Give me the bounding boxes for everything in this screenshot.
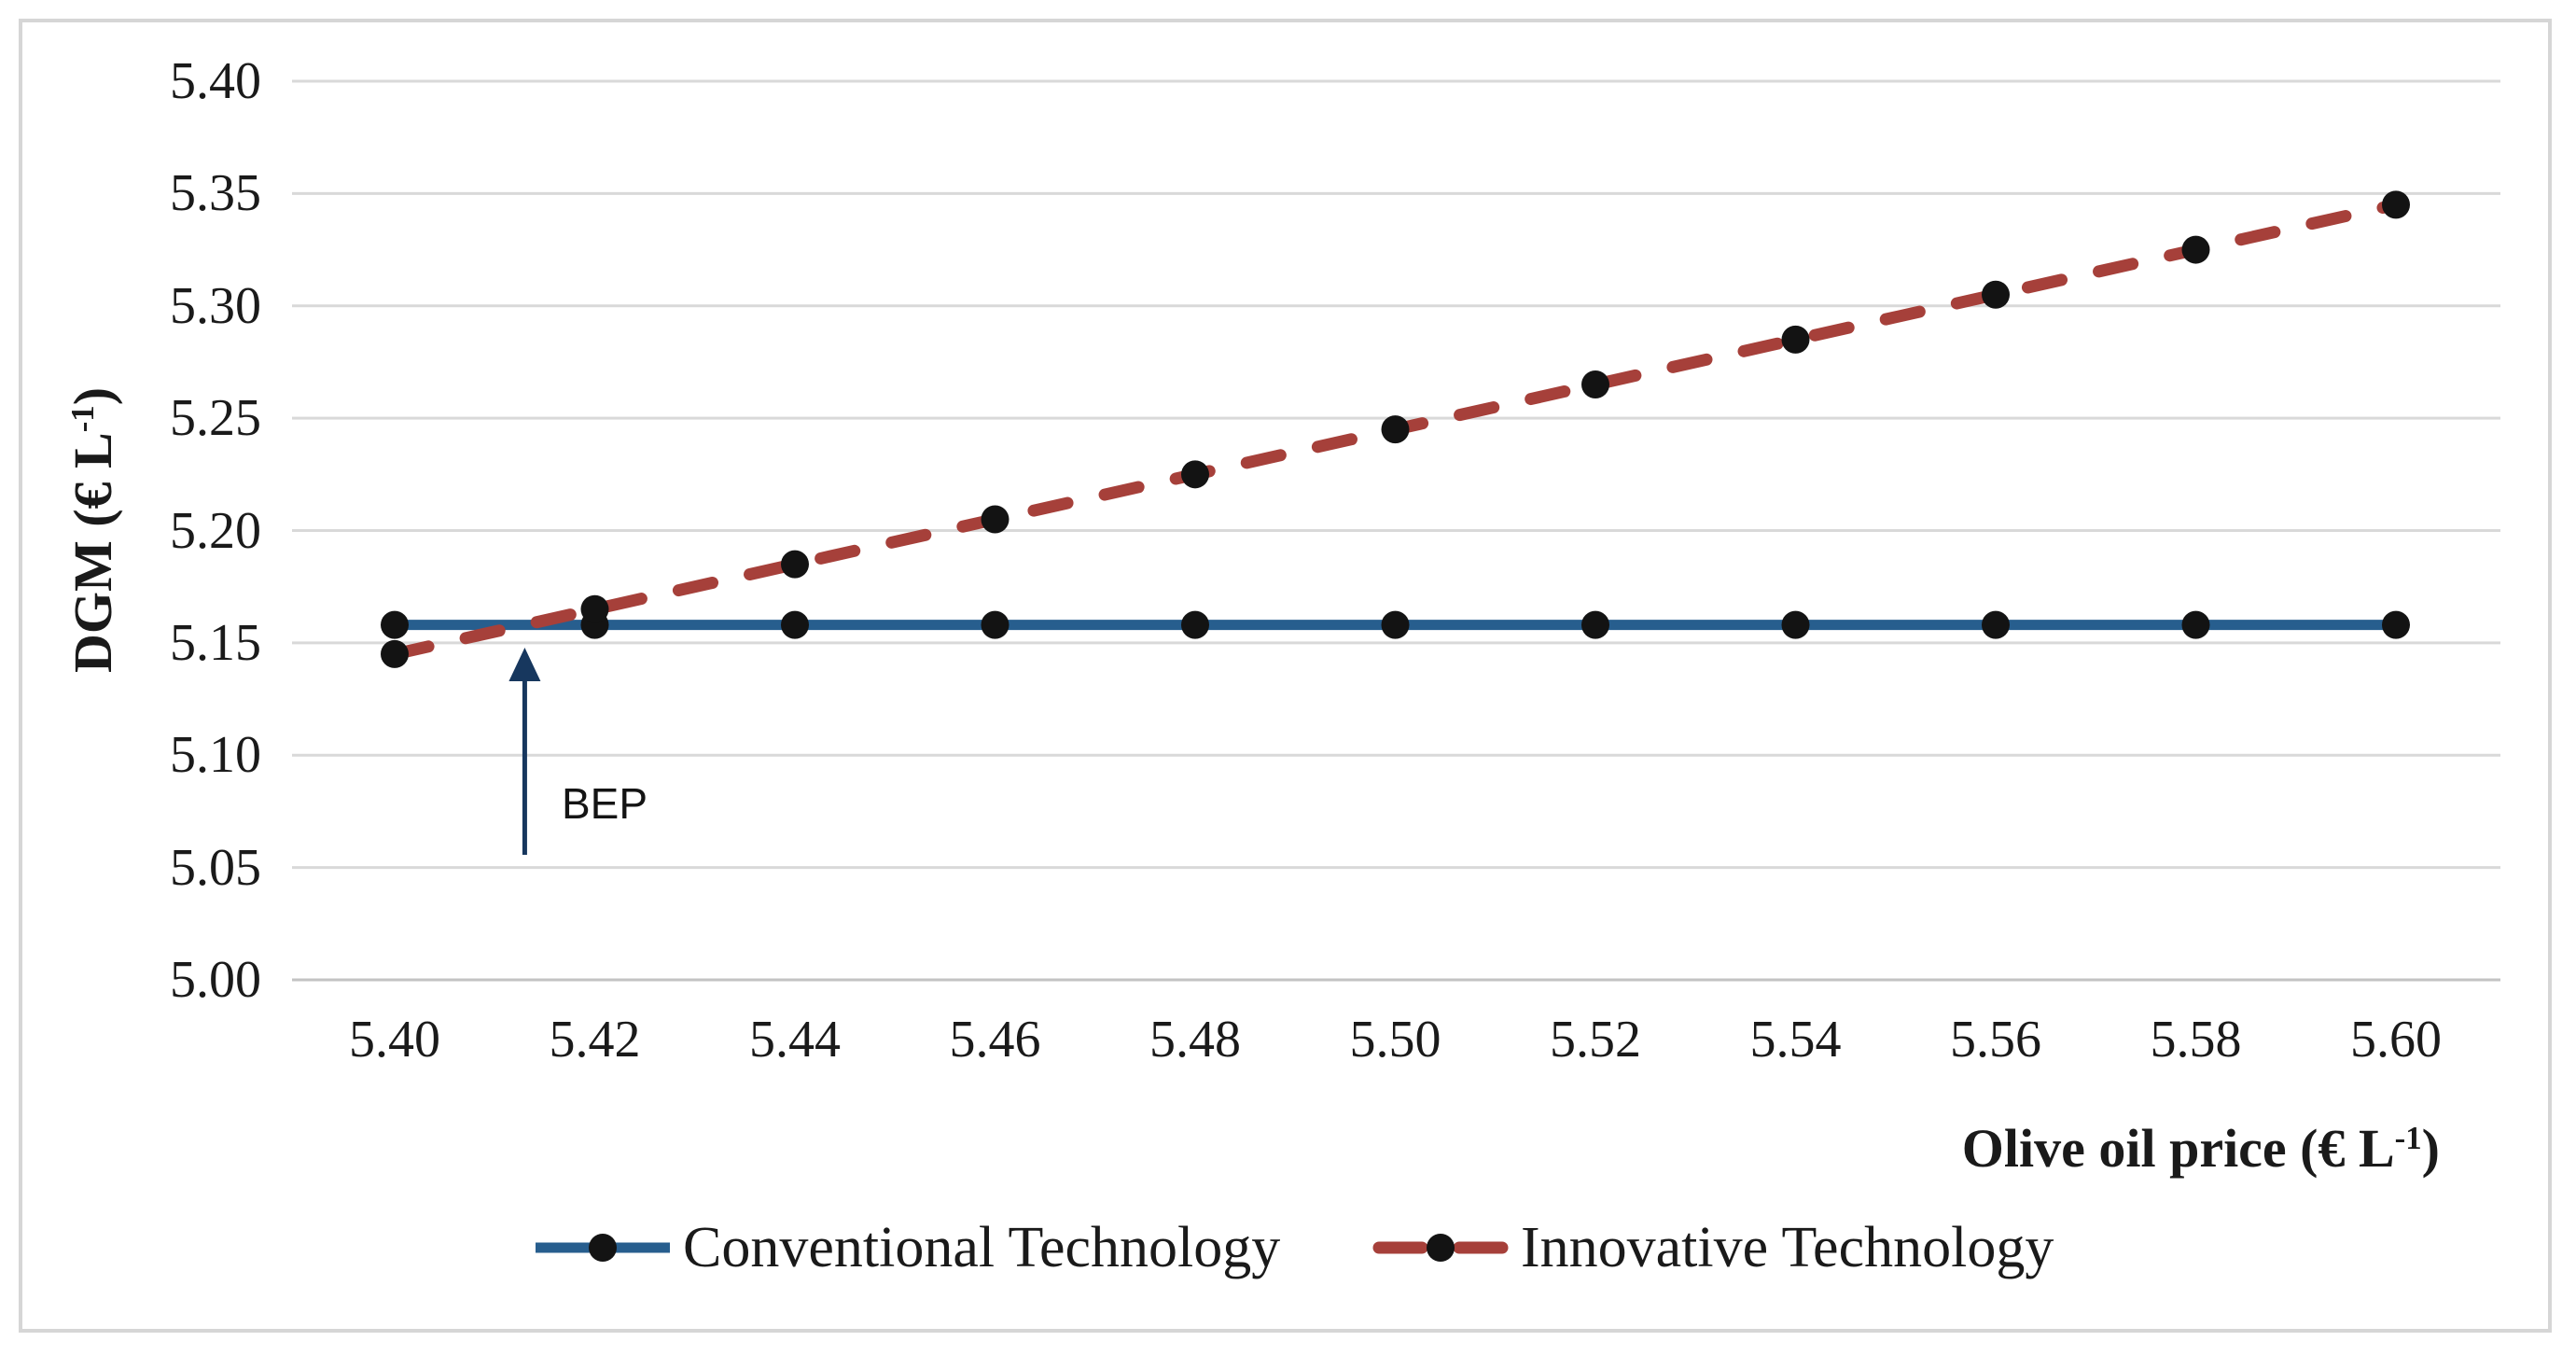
bep-annotation-label: BEP <box>562 779 648 828</box>
y-tick-label: 5.25 <box>170 389 261 448</box>
data-point-marker-innovative <box>1581 370 1609 399</box>
data-point-marker-innovative <box>2382 190 2410 219</box>
x-tick-label: 5.48 <box>1149 1011 1241 1069</box>
bep-arrow-head <box>508 648 541 681</box>
legend-label-innovative: Innovative Technology <box>1521 1216 2054 1279</box>
x-tick-label: 5.60 <box>2350 1011 2442 1069</box>
data-point-marker-innovative <box>381 639 409 668</box>
data-point-marker-innovative <box>1381 415 1410 444</box>
x-tick-label: 5.40 <box>349 1011 440 1069</box>
data-point-marker-innovative <box>1781 325 1810 354</box>
data-point-marker-conventional <box>1781 610 1810 639</box>
y-tick-label: 5.20 <box>170 501 261 560</box>
y-tick-label: 5.10 <box>170 726 261 785</box>
x-tick-label: 5.52 <box>1550 1011 1641 1069</box>
x-axis-title-end: ) <box>2421 1118 2440 1179</box>
data-point-marker-conventional <box>2382 610 2410 639</box>
y-tick-label: 5.15 <box>170 613 261 672</box>
legend-label-conventional: Conventional Technology <box>683 1216 1281 1279</box>
y-tick-label: 5.05 <box>170 838 261 897</box>
data-point-marker-conventional <box>1982 610 2010 639</box>
data-point-marker-innovative <box>2181 235 2210 264</box>
legend-item-conventional: Conventional Technology <box>532 1208 1280 1287</box>
y-tick-label: 5.35 <box>170 164 261 223</box>
data-point-marker-innovative <box>781 550 809 579</box>
x-tick-label: 5.42 <box>549 1011 641 1069</box>
data-point-marker-innovative <box>1982 280 2010 309</box>
x-tick-label: 5.50 <box>1349 1011 1441 1069</box>
data-point-marker-conventional <box>981 610 1010 639</box>
x-tick-label: 5.58 <box>2150 1011 2242 1069</box>
data-point-marker-innovative <box>1181 460 1209 489</box>
legend-item-innovative: Innovative Technology <box>1370 1208 2054 1287</box>
data-point-marker-conventional <box>1181 610 1209 639</box>
x-axis-title-text: Olive oil price (€ L <box>1961 1118 2395 1179</box>
data-point-marker-conventional <box>1581 610 1609 639</box>
x-axis-title-superscript: -1 <box>2394 1119 2422 1156</box>
x-tick-label: 5.44 <box>749 1011 841 1069</box>
y-tick-label: 5.00 <box>170 951 261 1009</box>
legend-marker-solid-line-icon <box>536 1234 670 1262</box>
data-point-marker-innovative <box>580 594 609 623</box>
data-point-marker-innovative <box>981 505 1010 534</box>
y-tick-label: 5.30 <box>170 276 261 335</box>
y-tick-label: 5.40 <box>170 52 261 110</box>
data-point-marker-conventional <box>1381 610 1410 639</box>
legend-marker-dashed-line-icon <box>1372 1234 1509 1262</box>
x-tick-label: 5.46 <box>949 1011 1041 1069</box>
x-tick-label: 5.56 <box>1950 1011 2041 1069</box>
data-point-marker-conventional <box>2181 610 2210 639</box>
x-axis-title: Olive oil price (€ L-1) <box>1962 1122 2440 1176</box>
data-point-marker-conventional <box>781 610 809 639</box>
x-tick-label: 5.54 <box>1749 1011 1842 1069</box>
data-point-marker-conventional <box>381 610 409 639</box>
